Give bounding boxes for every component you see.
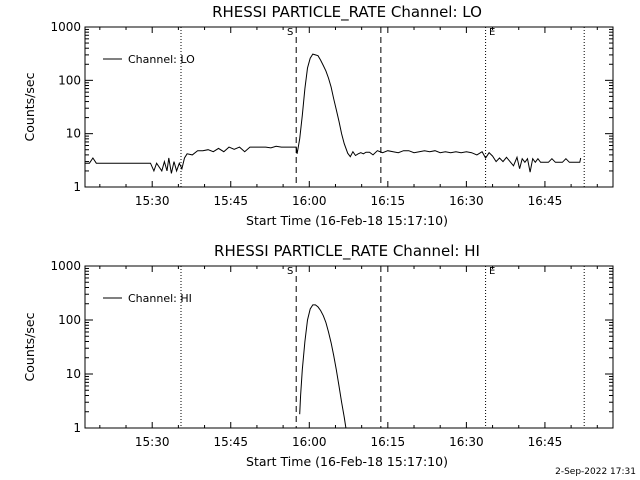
y-axis-label: Counts/sec bbox=[22, 312, 37, 381]
y-tick-label: 100 bbox=[58, 313, 81, 327]
series-line-hi bbox=[299, 304, 347, 429]
end-marker: E bbox=[489, 266, 495, 277]
axis-ticks: 15:30 15:45 16:00 16:15 16:30 16:45 1 10 100 1000 bbox=[50, 259, 613, 449]
chart-panel-lo: RHESSI PARTICLE_RATE Channel: LO Counts/… bbox=[22, 3, 614, 228]
x-axis-label: Start Time (16-Feb-18 15:17:10) bbox=[246, 213, 448, 228]
x-tick-label: 16:30 bbox=[449, 194, 484, 208]
y-axis-label: Counts/sec bbox=[22, 72, 37, 141]
y-tick-label: 10 bbox=[66, 367, 81, 381]
legend-label: Channel: LO bbox=[128, 53, 195, 66]
x-tick-label: 15:30 bbox=[135, 435, 170, 449]
x-tick-label: 16:15 bbox=[371, 194, 406, 208]
y-tick-label: 100 bbox=[58, 73, 81, 87]
x-axis-label: Start Time (16-Feb-18 15:17:10) bbox=[246, 454, 448, 469]
y-tick-label: 1000 bbox=[50, 259, 81, 273]
chart-title: RHESSI PARTICLE_RATE Channel: LO bbox=[212, 3, 482, 22]
legend: Channel: HI bbox=[103, 292, 192, 305]
legend: Channel: LO bbox=[103, 53, 195, 66]
y-tick-label: 1000 bbox=[50, 20, 81, 34]
x-tick-label: 16:45 bbox=[528, 435, 563, 449]
x-tick-label: 16:45 bbox=[528, 194, 563, 208]
x-tick-label: 16:15 bbox=[371, 435, 406, 449]
plot-frame bbox=[84, 26, 614, 188]
end-marker: E bbox=[489, 27, 495, 38]
x-tick-label: 16:30 bbox=[449, 435, 484, 449]
axis-ticks: 15:30 15:45 16:00 16:15 16:30 16:45 1 10 100 1000 bbox=[50, 20, 613, 208]
chart-panel-hi: RHESSI PARTICLE_RATE Channel: HI Counts/… bbox=[22, 242, 614, 469]
start-marker: S bbox=[287, 266, 293, 277]
legend-label: Channel: HI bbox=[128, 292, 192, 305]
x-tick-label: 15:30 bbox=[135, 194, 170, 208]
y-tick-label: 10 bbox=[66, 127, 81, 141]
series-line-lo bbox=[85, 53, 582, 174]
reference-lines bbox=[180, 27, 585, 187]
start-marker: S bbox=[287, 27, 293, 38]
chart-title: RHESSI PARTICLE_RATE Channel: HI bbox=[214, 242, 480, 261]
reference-lines bbox=[180, 266, 585, 428]
y-tick-label: 1 bbox=[73, 421, 81, 435]
x-tick-label: 16:00 bbox=[292, 435, 327, 449]
x-tick-label: 16:00 bbox=[292, 194, 327, 208]
x-tick-label: 15:45 bbox=[213, 435, 248, 449]
plot-frame bbox=[84, 265, 614, 429]
footer-timestamp: 2-Sep-2022 17:31 bbox=[555, 467, 636, 477]
x-tick-label: 15:45 bbox=[213, 194, 248, 208]
y-tick-label: 1 bbox=[73, 180, 81, 194]
